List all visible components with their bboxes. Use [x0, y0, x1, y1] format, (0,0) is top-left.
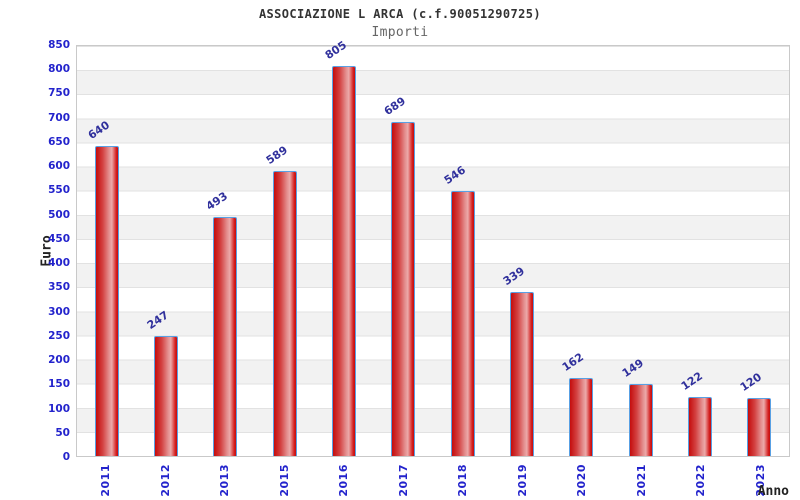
bar-slot: 689 — [374, 46, 433, 456]
y-tick-label: 150 — [48, 378, 70, 391]
bar — [391, 122, 416, 456]
bar — [272, 170, 297, 456]
bar-value-label: 640 — [85, 118, 112, 142]
y-axis-ticks: 0 50 100 150 200 250 300 350 400 450 500 550 600 650 7… — [0, 39, 70, 463]
y-tick-label: 700 — [48, 111, 70, 124]
x-axis-title: Anno — [757, 484, 789, 499]
bar-slot: 162 — [552, 46, 611, 456]
x-label-slot: 2021 — [612, 464, 672, 500]
chart-subtitle: Importi — [371, 25, 429, 40]
y-tick-label: 650 — [48, 135, 70, 148]
y-tick-label: 800 — [48, 63, 70, 76]
y-tick-label: 200 — [48, 354, 70, 367]
bar-value-label: 339 — [500, 264, 527, 288]
x-label-slot: 2016 — [314, 464, 374, 500]
bar-value-label: 162 — [560, 349, 587, 374]
x-label-slot: 2018 — [433, 464, 493, 500]
y-tick-label: 0 — [62, 451, 70, 463]
x-label-slot: 2011 — [76, 464, 136, 500]
x-label-slot: 2015 — [255, 464, 315, 500]
x-tick-label: 2015 — [277, 464, 291, 497]
x-tick-label: 2013 — [218, 464, 232, 497]
x-tick-label: 2017 — [396, 464, 410, 497]
bar — [747, 397, 772, 456]
x-tick-label: 2021 — [634, 464, 648, 497]
bar-slot: 493 — [196, 46, 255, 456]
bar — [687, 396, 712, 456]
x-axis-labels: 2011 2012 2013 2015 2016 2017 2018 2019 2020 2021… — [76, 464, 790, 500]
bar — [331, 65, 356, 456]
bars-layer: 640 247 493 589 805 689 546 339 162 149 122 120 — [77, 38, 789, 456]
bar-value-label: 122 — [678, 369, 705, 393]
bar-slot: 122 — [670, 46, 729, 456]
bar-slot: 589 — [255, 46, 314, 456]
bar-value-label: 589 — [263, 142, 290, 167]
y-tick-label: 250 — [48, 329, 70, 342]
bar — [153, 336, 178, 456]
bar-slot: 339 — [492, 46, 551, 456]
x-label-slot: 2012 — [136, 464, 196, 500]
bar — [450, 191, 475, 456]
x-label-slot: 2013 — [195, 464, 255, 500]
bar — [213, 217, 238, 456]
y-tick-label: 500 — [48, 208, 70, 221]
x-label-slot: 2019 — [493, 464, 553, 500]
bar-slot: 546 — [433, 46, 492, 456]
y-tick-label: 400 — [48, 257, 70, 270]
bar-slot: 247 — [136, 46, 195, 456]
bar-slot: 805 — [314, 38, 373, 456]
chart-title: ASSOCIAZIONE L ARCA (c.f.90051290725) — [258, 7, 542, 21]
y-tick-label: 850 — [48, 39, 70, 51]
bar-slot: 120 — [730, 46, 789, 456]
y-tick-label: 450 — [48, 232, 70, 245]
bar-value-label: 149 — [619, 356, 646, 380]
y-tick-label: 550 — [48, 184, 70, 197]
y-tick-label: 50 — [55, 426, 70, 439]
x-tick-label: 2016 — [337, 464, 351, 497]
bar-value-label: 120 — [737, 370, 765, 394]
bar-value-label: 546 — [441, 163, 468, 188]
x-label-slot: 2022 — [671, 464, 731, 500]
bar — [569, 377, 594, 456]
bar-value-label: 689 — [382, 94, 409, 118]
bar-value-label: 805 — [322, 38, 350, 62]
x-label-slot: 2017 — [374, 464, 434, 500]
y-tick-label: 600 — [48, 160, 70, 173]
y-tick-label: 350 — [48, 281, 70, 294]
y-tick-label: 300 — [48, 305, 70, 318]
x-tick-label: 2018 — [456, 464, 470, 497]
x-tick-label: 2022 — [694, 464, 708, 497]
bar — [509, 291, 534, 456]
y-tick-label: 100 — [48, 402, 70, 415]
bar-slot: 640 — [77, 46, 136, 456]
x-tick-label: 2012 — [158, 464, 172, 497]
bar-slot: 149 — [611, 46, 670, 456]
x-tick-label: 2020 — [575, 464, 589, 497]
x-tick-label: 2019 — [515, 464, 529, 497]
plot-area: 640 247 493 589 805 689 546 339 162 149 122 120 — [76, 38, 790, 457]
y-tick-label: 750 — [48, 87, 70, 100]
bar — [94, 145, 119, 456]
bar — [628, 383, 653, 456]
x-label-slot: 2020 — [552, 464, 612, 500]
bar-value-label: 247 — [144, 308, 172, 333]
x-tick-label: 2011 — [99, 464, 113, 497]
bar-value-label: 493 — [204, 189, 231, 213]
